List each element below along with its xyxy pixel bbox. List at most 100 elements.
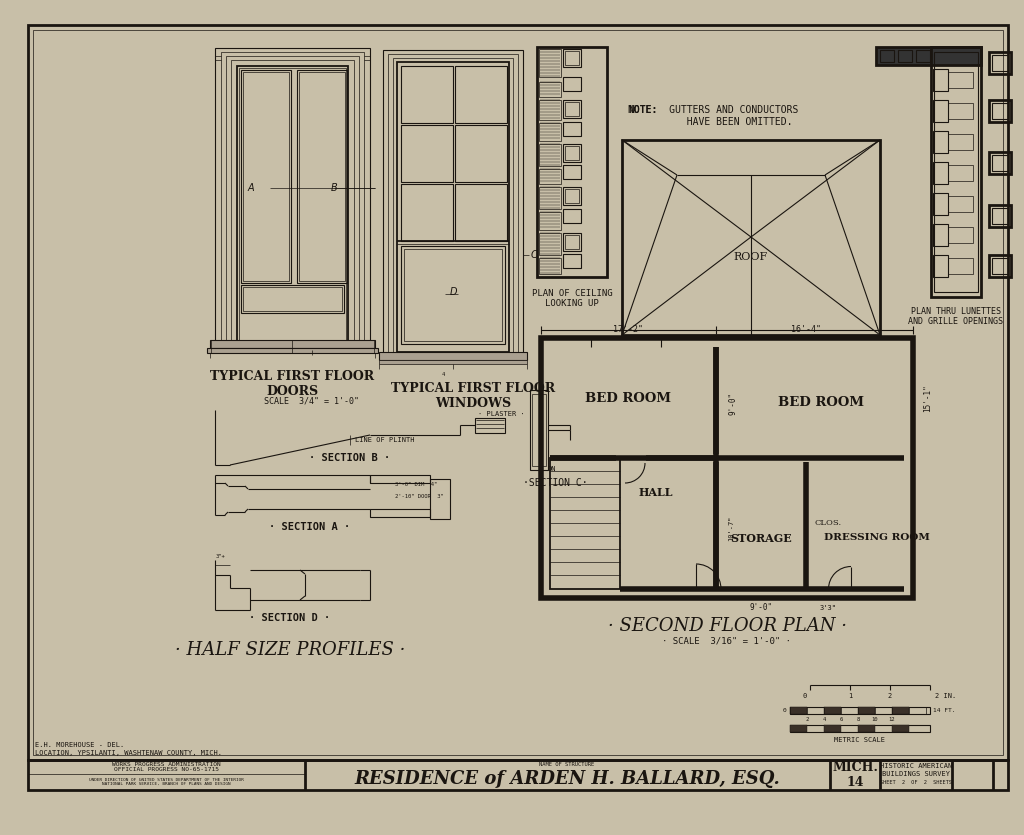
Bar: [563, 122, 581, 136]
Bar: [539, 233, 561, 255]
Bar: [892, 725, 909, 732]
Text: 2: 2: [805, 717, 809, 722]
Bar: [379, 352, 527, 360]
Bar: [565, 235, 579, 249]
Bar: [231, 60, 354, 348]
Text: ROOF: ROOF: [734, 252, 768, 262]
Bar: [790, 707, 807, 714]
Text: · SECTION B ·: · SECTION B ·: [309, 453, 390, 463]
Bar: [455, 66, 507, 123]
Bar: [539, 169, 561, 184]
Text: 9'-0": 9'-0": [728, 392, 737, 414]
Bar: [876, 47, 981, 65]
Bar: [824, 725, 841, 732]
Bar: [539, 187, 561, 209]
Bar: [916, 50, 930, 62]
Bar: [550, 458, 620, 589]
Bar: [565, 51, 579, 65]
Bar: [539, 123, 561, 141]
Text: SHEET  2  OF  2  SHEETS: SHEET 2 OF 2 SHEETS: [880, 781, 952, 786]
Bar: [563, 77, 581, 91]
Bar: [370, 475, 430, 483]
Bar: [243, 287, 342, 311]
Bar: [563, 254, 581, 268]
Bar: [430, 479, 450, 519]
Bar: [898, 50, 912, 62]
Bar: [401, 66, 453, 123]
Text: 2: 2: [888, 693, 892, 699]
Bar: [532, 394, 546, 466]
Text: A: A: [248, 183, 254, 193]
Bar: [933, 131, 948, 153]
Bar: [563, 144, 581, 162]
Bar: [563, 49, 581, 67]
Bar: [379, 360, 527, 364]
Bar: [539, 82, 561, 97]
Bar: [948, 103, 973, 119]
Bar: [383, 50, 523, 360]
Bar: [790, 707, 930, 714]
Bar: [539, 49, 561, 77]
Bar: [892, 707, 909, 714]
Text: 4: 4: [822, 717, 825, 722]
Bar: [622, 140, 880, 335]
Bar: [563, 100, 581, 118]
Bar: [393, 58, 513, 354]
Text: PLAN THRU LUNETTES
AND GRILLE OPENINGS: PLAN THRU LUNETTES AND GRILLE OPENINGS: [908, 307, 1004, 326]
Text: HALL: HALL: [639, 488, 673, 498]
Bar: [992, 155, 1008, 171]
Bar: [824, 707, 841, 714]
Bar: [397, 62, 509, 352]
Bar: [565, 102, 579, 116]
Bar: [28, 760, 1008, 790]
Text: · PLASTER ·: · PLASTER ·: [478, 411, 524, 417]
Bar: [541, 338, 913, 598]
Bar: [563, 165, 581, 179]
Bar: [989, 100, 1011, 122]
Bar: [563, 187, 581, 205]
Text: D: D: [450, 287, 457, 297]
Bar: [933, 224, 948, 246]
Text: 14 FT.: 14 FT.: [933, 707, 955, 712]
Text: 10: 10: [871, 717, 879, 722]
Text: DN: DN: [548, 466, 556, 472]
Bar: [948, 227, 973, 243]
Bar: [565, 146, 579, 160]
Text: LOCATION, YPSILANTI, WASHTENAW COUNTY, MICH.: LOCATION, YPSILANTI, WASHTENAW COUNTY, M…: [35, 750, 222, 756]
Bar: [455, 184, 507, 241]
Bar: [933, 69, 948, 91]
Text: 3'3": 3'3": [819, 605, 837, 611]
Bar: [241, 285, 344, 313]
Text: 0: 0: [803, 693, 807, 699]
Text: TYPICAL FIRST FLOOR
WINDOWS: TYPICAL FIRST FLOOR WINDOWS: [391, 382, 555, 410]
Bar: [948, 134, 973, 150]
Bar: [221, 52, 364, 348]
Bar: [401, 184, 453, 241]
Text: BED ROOM: BED ROOM: [778, 397, 864, 409]
Text: 8: 8: [856, 717, 859, 722]
Text: 2'-10" DOOR  3": 2'-10" DOOR 3": [395, 494, 443, 499]
Bar: [539, 212, 561, 230]
Bar: [401, 246, 505, 344]
Bar: [226, 56, 359, 348]
Bar: [215, 48, 370, 348]
Text: UNDER DIRECTION OF UNITED STATES DEPARTMENT OF THE INTERIOR
NATIONAL PARK SERVIC: UNDER DIRECTION OF UNITED STATES DEPARTM…: [88, 777, 244, 787]
Bar: [388, 54, 518, 356]
Text: NAME OF STRUCTURE: NAME OF STRUCTURE: [540, 762, 595, 767]
Bar: [475, 418, 505, 433]
Bar: [948, 196, 973, 212]
Text: PLAN OF CEILING
LOOKING UP: PLAN OF CEILING LOOKING UP: [531, 289, 612, 308]
Bar: [239, 68, 346, 340]
Bar: [933, 193, 948, 215]
Bar: [299, 72, 345, 281]
Bar: [989, 205, 1011, 227]
Bar: [931, 47, 981, 297]
Bar: [455, 125, 507, 182]
Bar: [404, 249, 502, 341]
Text: LINE OF PLINTH: LINE OF PLINTH: [355, 437, 415, 443]
Text: SCALE  3/4" = 1'-0": SCALE 3/4" = 1'-0": [264, 396, 359, 405]
Bar: [241, 70, 291, 283]
Bar: [537, 47, 607, 277]
Text: METRIC SCALE: METRIC SCALE: [835, 737, 886, 743]
Bar: [28, 25, 1008, 760]
